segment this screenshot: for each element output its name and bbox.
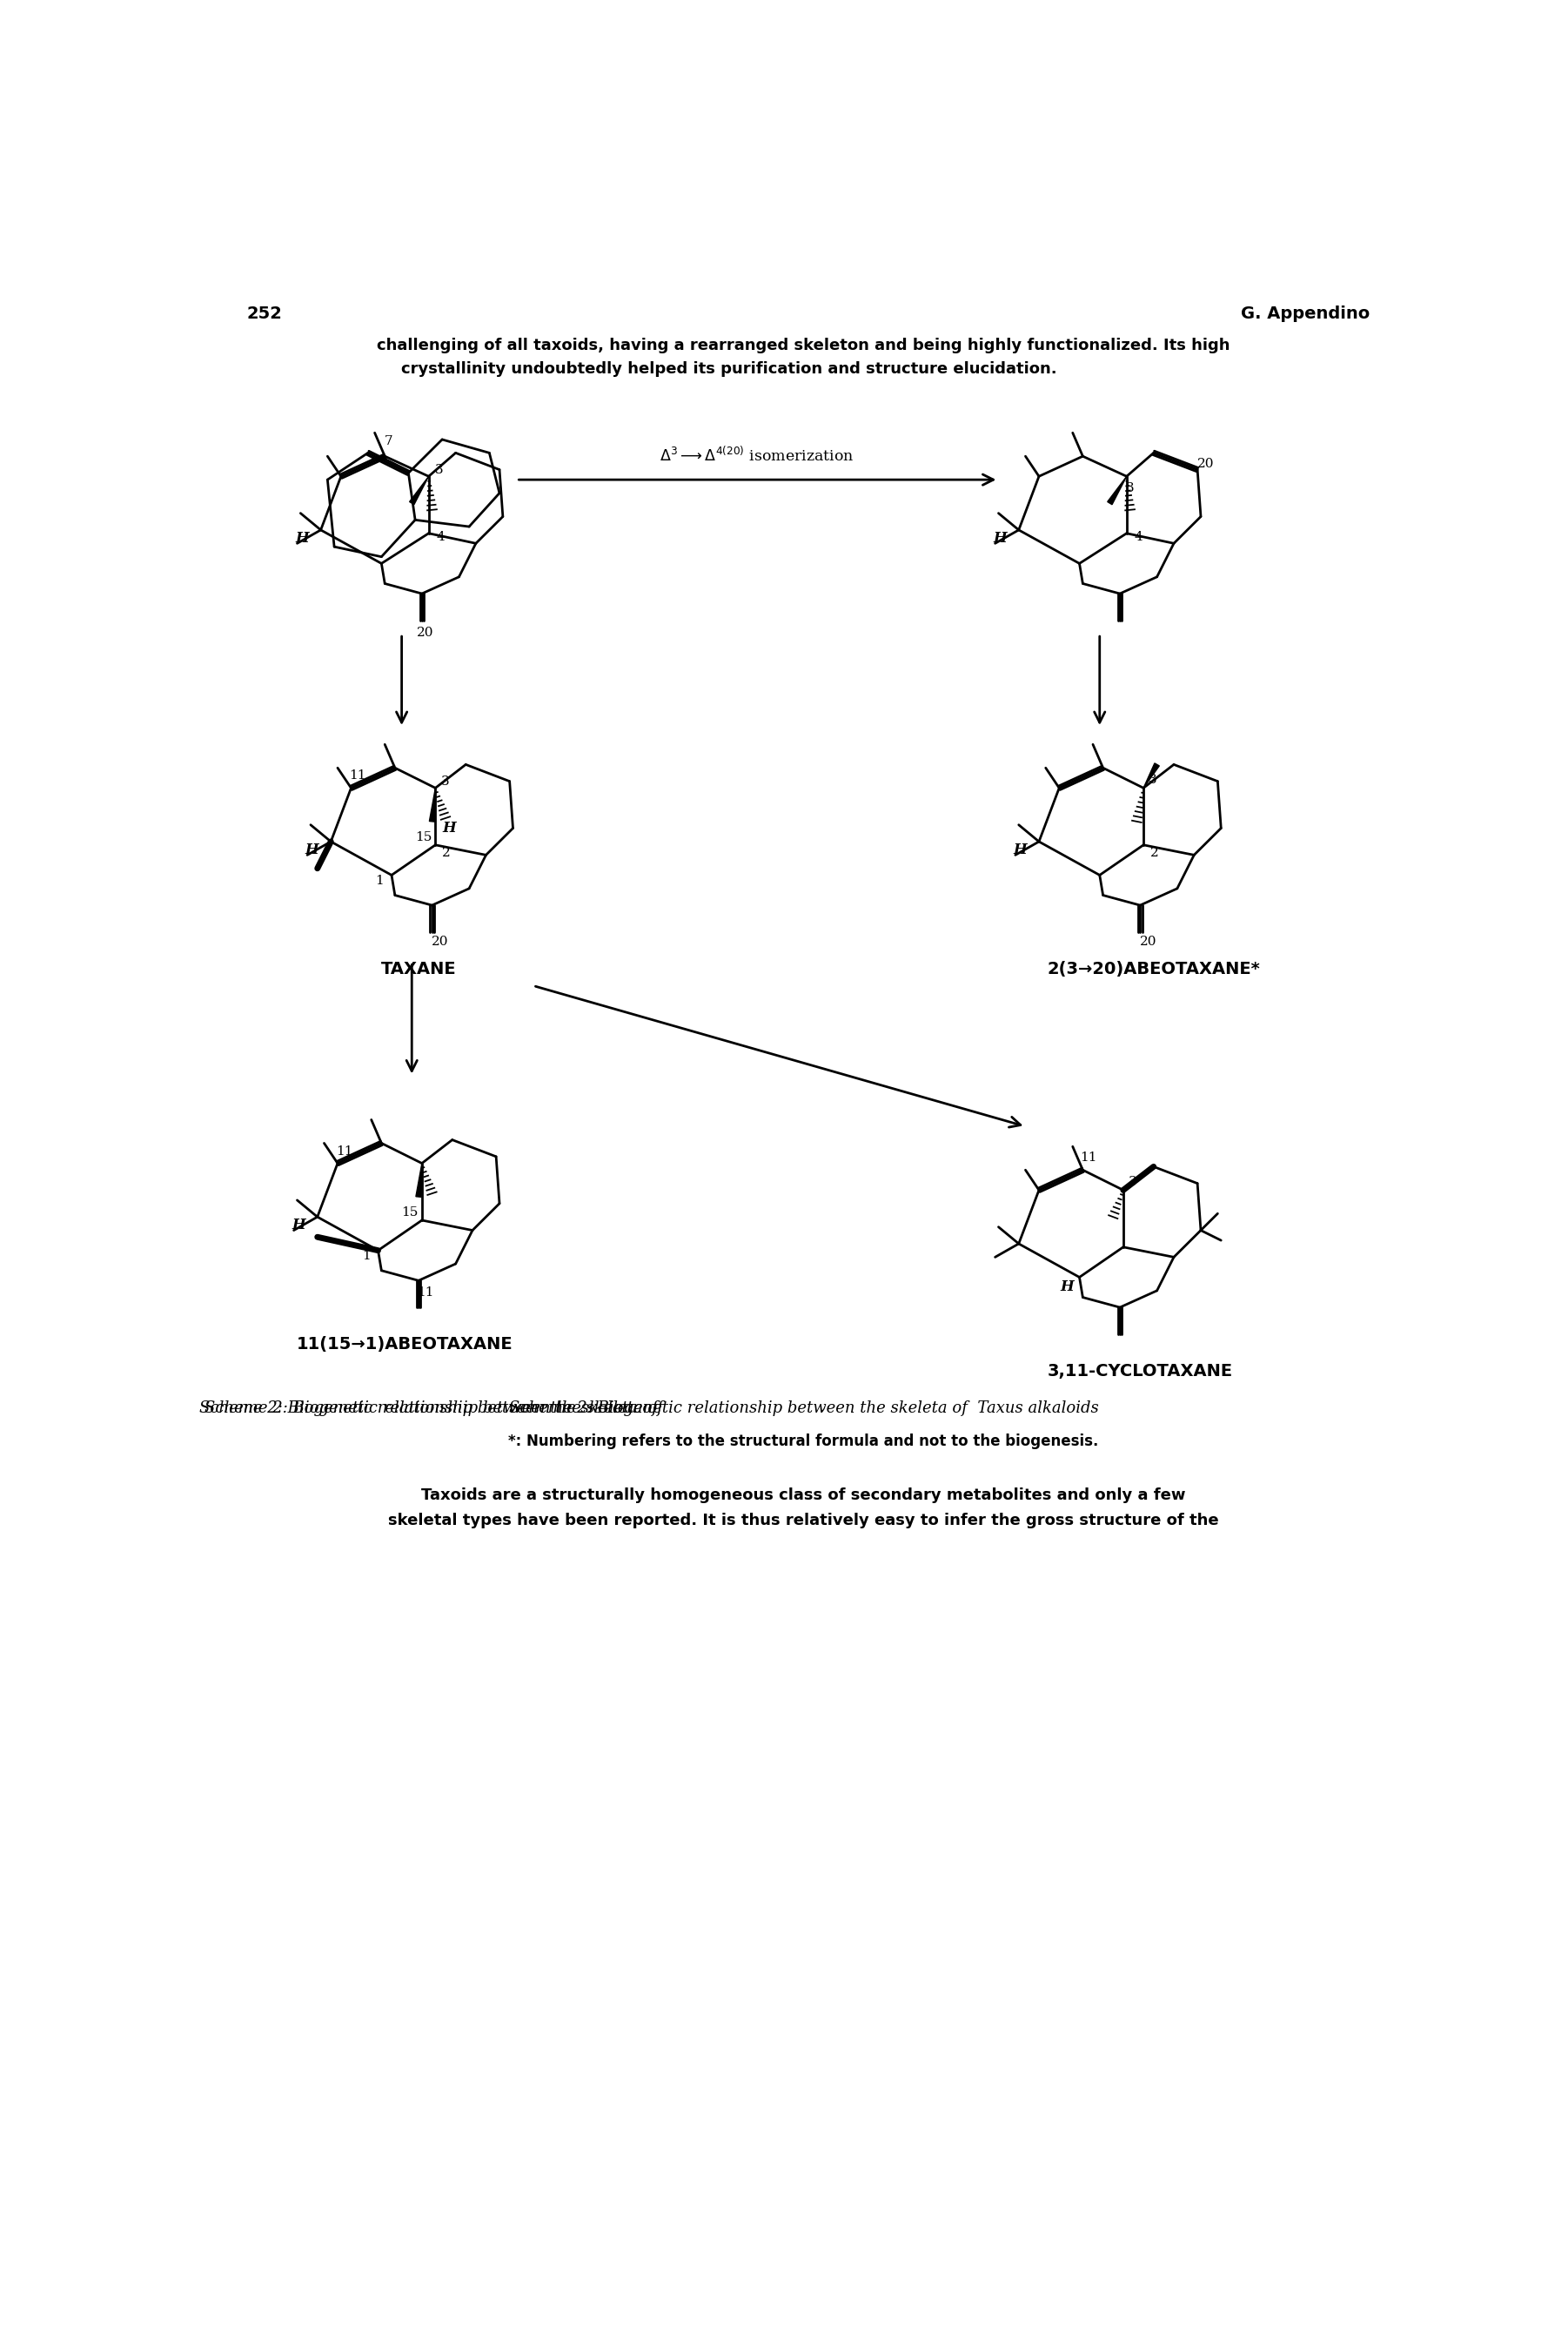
Text: H: H	[993, 531, 1007, 545]
Polygon shape	[1107, 477, 1127, 505]
Text: 11: 11	[417, 1285, 434, 1300]
Polygon shape	[409, 477, 428, 505]
Text: 252: 252	[246, 306, 282, 322]
Polygon shape	[1143, 764, 1159, 787]
Text: Scheme 2: Biogenetic relationship between the skeleta of: Scheme 2: Biogenetic relationship betwee…	[199, 1401, 668, 1415]
Text: 11: 11	[1080, 1152, 1096, 1163]
Text: 2(3→20)ABEOTAXANE*: 2(3→20)ABEOTAXANE*	[1047, 961, 1261, 978]
Text: 2: 2	[1149, 846, 1159, 860]
Text: Scheme 2: Biogenetic relationship between the skeleta of: Scheme 2: Biogenetic relationship betwee…	[204, 1401, 668, 1415]
Text: skeletal types have been reported. It is thus relatively easy to infer the gross: skeletal types have been reported. It is…	[389, 1513, 1218, 1528]
Text: 20: 20	[1140, 935, 1157, 947]
Text: 1: 1	[375, 874, 384, 886]
Text: 15: 15	[416, 832, 431, 844]
Text: 3,11-CYCLOTAXANE: 3,11-CYCLOTAXANE	[1047, 1363, 1232, 1379]
Text: H: H	[1060, 1281, 1074, 1295]
Text: 11: 11	[336, 1144, 353, 1156]
Text: *: Numbering refers to the structural formula and not to the biogenesis.: *: Numbering refers to the structural fo…	[508, 1434, 1099, 1450]
Text: G. Appendino: G. Appendino	[1240, 306, 1369, 322]
Text: challenging of all taxoids, having a rearranged skeleton and being highly functi: challenging of all taxoids, having a rea…	[376, 338, 1231, 352]
Polygon shape	[416, 1163, 422, 1196]
Text: H: H	[295, 531, 309, 545]
Text: 7: 7	[384, 435, 392, 446]
Text: H: H	[442, 820, 456, 837]
Text: Taxoids are a structurally homogeneous class of secondary metabolites and only a: Taxoids are a structurally homogeneous c…	[422, 1488, 1185, 1504]
Text: crystallinity undoubtedly helped its purification and structure elucidation.: crystallinity undoubtedly helped its pur…	[401, 362, 1057, 376]
Text: 3: 3	[1129, 1175, 1137, 1189]
Text: 1: 1	[362, 1250, 370, 1262]
Text: H: H	[1013, 841, 1027, 858]
Text: 3: 3	[441, 776, 450, 787]
Text: H: H	[292, 1217, 306, 1231]
Text: 11(15→1)ABEOTAXANE: 11(15→1)ABEOTAXANE	[296, 1335, 513, 1354]
Text: 3: 3	[1126, 482, 1134, 494]
Text: 4: 4	[1135, 531, 1143, 543]
Text: 11: 11	[350, 771, 367, 783]
Polygon shape	[430, 787, 436, 822]
Text: 20: 20	[1196, 458, 1214, 470]
Text: TAXANE: TAXANE	[381, 961, 456, 978]
Text: $\Delta^3 \longrightarrow \Delta^{4(20)}$ isomerization: $\Delta^3 \longrightarrow \Delta^{4(20)}…	[660, 446, 855, 465]
Text: 3: 3	[434, 463, 442, 475]
Text: 15: 15	[401, 1206, 419, 1217]
Text: 3: 3	[1149, 773, 1157, 785]
Text: H: H	[306, 841, 318, 858]
Text: 4: 4	[436, 531, 445, 543]
Text: Scheme 2: Biogenetic relationship between the skeleta of  Taxus alkaloids: Scheme 2: Biogenetic relationship betwee…	[508, 1401, 1099, 1415]
Text: 20: 20	[431, 935, 448, 947]
Text: 2: 2	[442, 846, 450, 860]
Text: 20: 20	[417, 627, 434, 639]
